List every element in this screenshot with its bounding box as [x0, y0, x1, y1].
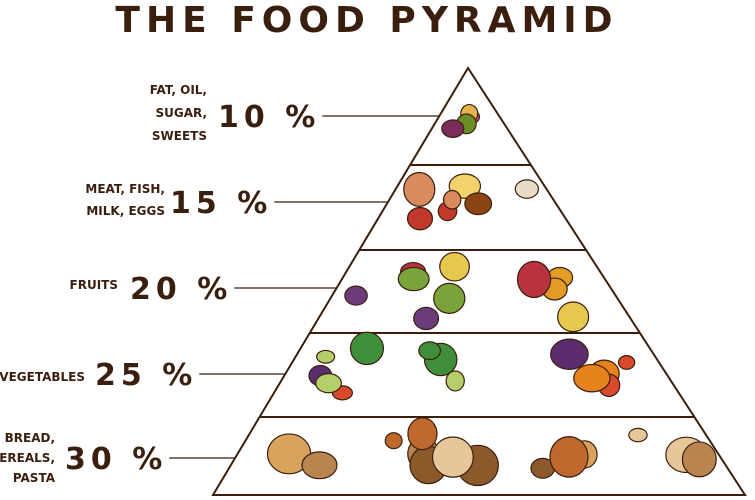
- food-illustration: [516, 260, 552, 299]
- food-illustration: [439, 251, 470, 282]
- food-illustration: [445, 370, 465, 392]
- food-illustration: [549, 436, 589, 478]
- level-percent: 20 %: [130, 272, 232, 307]
- level-label: FRUITS: [70, 278, 118, 292]
- level-label: MEAT, FISH,: [85, 182, 165, 196]
- food-illustration: [550, 338, 589, 370]
- food-illustration: [406, 206, 434, 231]
- food-illustration: [433, 282, 466, 314]
- food-illustration: [464, 192, 493, 216]
- food-illustration: [628, 427, 648, 443]
- level-label: FAT, OIL,: [150, 83, 207, 97]
- level-label: PASTA: [13, 471, 56, 485]
- food-illustration: [344, 285, 368, 306]
- food-illustration: [349, 331, 385, 366]
- food-illustration: [617, 355, 636, 370]
- level-label: SWEETS: [152, 129, 207, 143]
- food-illustration: [413, 306, 440, 331]
- food-illustration: [431, 436, 474, 478]
- level-label: VEGETABLES: [0, 370, 85, 384]
- food-illustration: [397, 266, 430, 292]
- food-illustration: [442, 189, 462, 210]
- food-illustration: [403, 171, 436, 207]
- food-illustration: [681, 441, 717, 478]
- food-illustration: [316, 349, 336, 364]
- food-illustration: [557, 301, 590, 333]
- food-illustration: [514, 179, 540, 199]
- level-label: SUGAR,: [155, 106, 207, 120]
- food-illustration: [418, 341, 442, 361]
- food-illustration: [573, 363, 611, 393]
- level-label: MILK, EGGS: [86, 204, 165, 218]
- food-illustration: [441, 119, 465, 139]
- pyramid: [211, 66, 747, 496]
- level-label: BREAD,: [5, 431, 55, 445]
- food-illustration: [315, 373, 343, 394]
- food-illustration: [301, 451, 338, 480]
- title: THE FOOD PYRAMID: [115, 0, 618, 41]
- level-percent: 10 %: [218, 100, 320, 135]
- food-illustration: [384, 432, 403, 450]
- level-percent: 25 %: [95, 358, 197, 393]
- level-label: CEREALS,: [0, 451, 55, 465]
- level-percent: 30 %: [65, 442, 167, 477]
- level-percent: 15 %: [170, 186, 272, 221]
- food-illustration: [407, 417, 438, 451]
